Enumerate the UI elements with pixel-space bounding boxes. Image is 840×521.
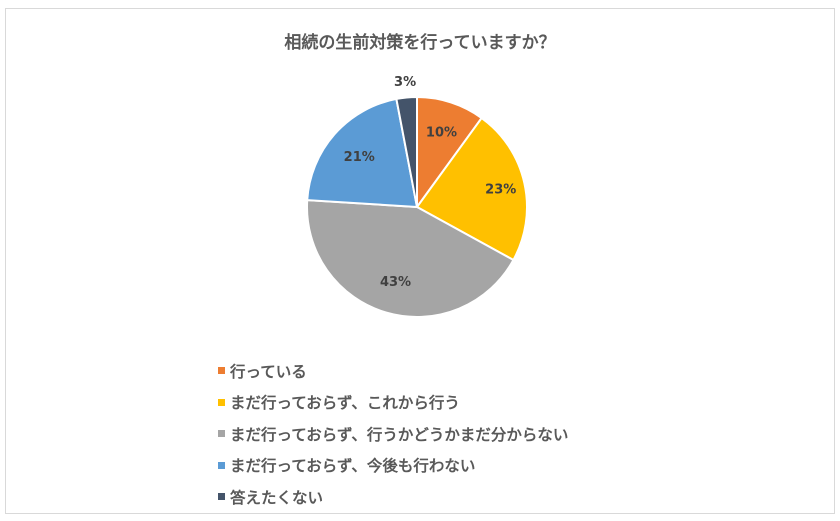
legend-item: まだ行っておらず、今後も行わない (218, 450, 568, 482)
pie-slice (395, 95, 418, 208)
legend-item: 行っている (218, 355, 568, 387)
chart-title: 相続の生前対策を行っていますか？ (284, 33, 556, 53)
legend-swatch (218, 430, 225, 438)
legend-swatch (218, 461, 225, 469)
data-label: 23% (485, 182, 516, 197)
pie-slice (306, 199, 515, 318)
pie-slice (306, 97, 419, 209)
data-label: 21% (344, 150, 375, 165)
legend-item: まだ行っておらず、これから行う (218, 387, 568, 419)
data-label: 10% (426, 126, 457, 141)
legend-swatch (218, 398, 225, 406)
legend-label: まだ行っておらず、今後も行わない (230, 457, 476, 476)
data-label: 3% (394, 75, 416, 90)
legend-item: 答えたくない (218, 481, 568, 513)
legend-label: まだ行っておらず、これから行う (230, 394, 460, 413)
legend: 行っているまだ行っておらず、これから行うまだ行っておらず、行うかどうかまだ分から… (218, 355, 568, 513)
legend-swatch (218, 493, 225, 501)
legend-label: まだ行っておらず、行うかどうかまだ分からない (230, 425, 569, 444)
data-label: 43% (380, 275, 411, 290)
legend-label: 行っている (230, 362, 307, 381)
legend-item: まだ行っておらず、行うかどうかまだ分からない (218, 418, 568, 450)
pie-slice (415, 116, 528, 262)
legend-swatch (218, 367, 225, 375)
legend-label: 答えたくない (230, 488, 324, 507)
